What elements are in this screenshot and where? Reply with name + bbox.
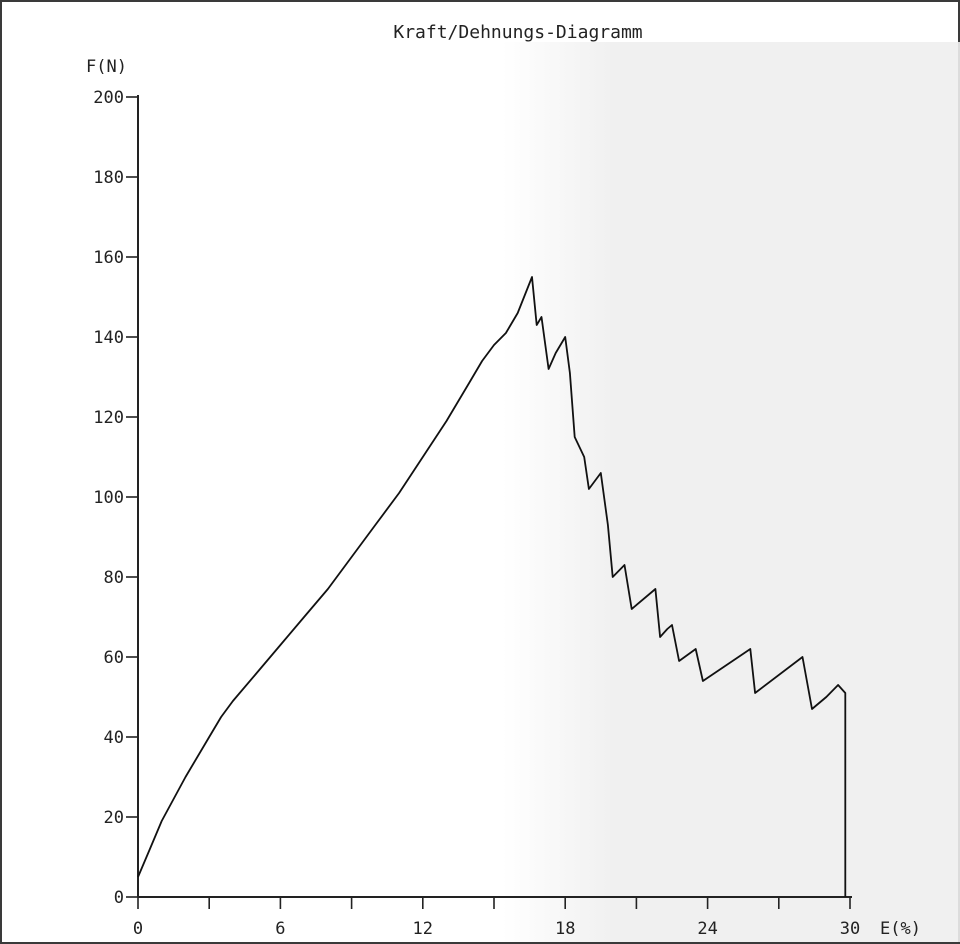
y-axis-label: F(N) [86,57,127,77]
x-tick-label: 24 [697,919,717,939]
y-tick-label: 160 [93,248,124,268]
series-line [137,276,847,897]
tick-group: 0 20 40 60 80 100 120 140 160 180 200 0 6 12 18 24 30 [93,88,860,939]
x-tick-label: 30 [840,919,860,939]
series-group [137,276,847,897]
y-tick-label: 200 [93,88,124,108]
axes [137,95,852,898]
x-tick-label: 18 [555,919,575,939]
y-tick-label: 100 [93,488,124,508]
y-tick-label: 180 [93,168,124,188]
y-tick-label: 80 [104,568,124,588]
x-tick-label: 0 [133,919,143,939]
y-tick-label: 40 [104,728,124,748]
y-tick-label: 60 [104,648,124,668]
background-ghost-panel [502,42,960,942]
y-tick-label: 140 [93,328,124,348]
chart-title: Kraft/Dehnungs-Diagramm [393,22,642,43]
y-tick-label: 0 [114,888,124,908]
y-tick-label: 120 [93,408,124,428]
y-tick-label: 20 [104,808,124,828]
x-axis-label: E(%) [880,919,921,939]
x-tick-label: 12 [413,919,433,939]
x-tick-label: 6 [275,919,285,939]
